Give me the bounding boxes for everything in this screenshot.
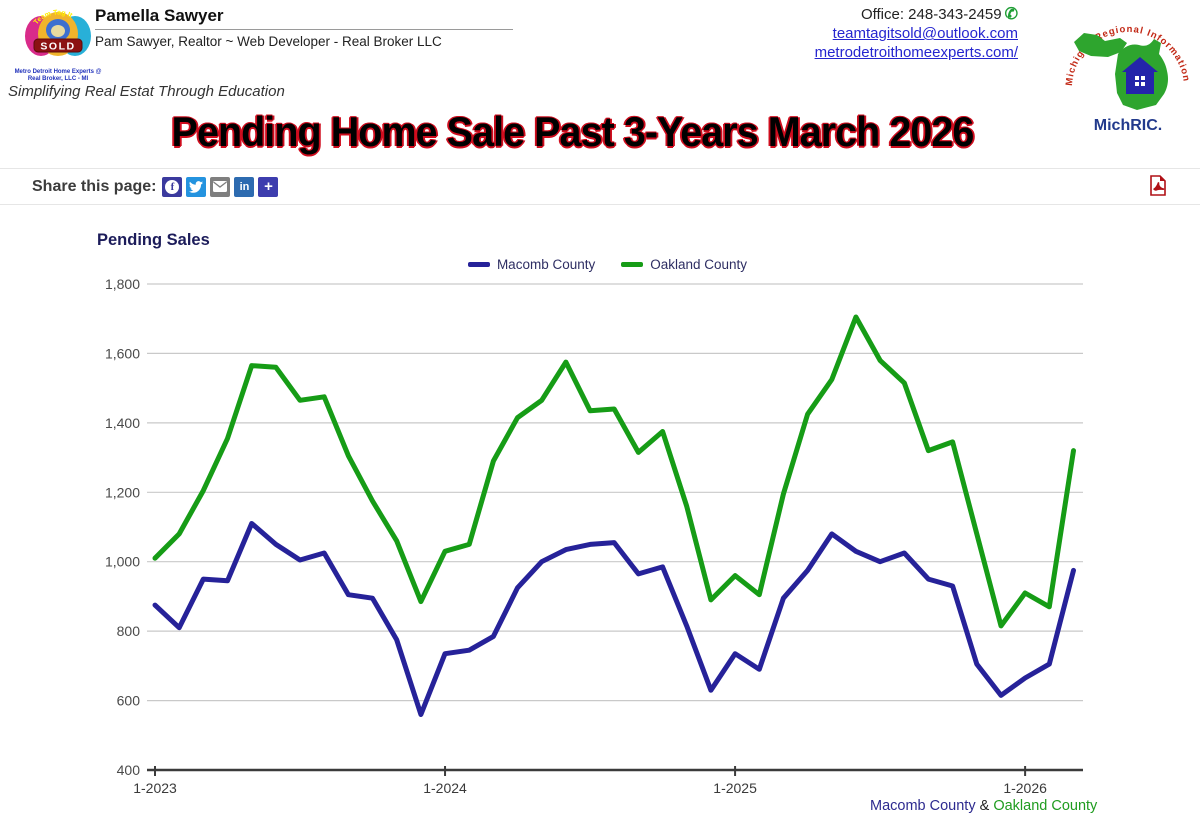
chart-footer-caption: Macomb County & Oakland County <box>870 798 1098 814</box>
team-logo-icon: Team Tag It SOLD <box>25 9 91 56</box>
svg-text:1-2024: 1-2024 <box>423 780 467 796</box>
svg-text:1-2025: 1-2025 <box>713 780 757 796</box>
agent-name: Pamella Sawyer <box>95 6 513 30</box>
svg-text:1,400: 1,400 <box>105 415 140 431</box>
pending-sales-chart: 400 600 800 1,000 1,200 1,400 1,600 1,800 1-2023… <box>105 276 1083 796</box>
share-more-icon[interactable]: + <box>258 176 279 197</box>
share-bar: Share this page: f in + <box>0 168 1200 205</box>
office-phone: Office: 248-343-2459 ✆ <box>860 6 1018 23</box>
chart-legend: Macomb County Oakland County <box>0 257 1200 272</box>
oakland-swatch-icon <box>621 262 644 267</box>
phone-icon: ✆ <box>1004 6 1018 23</box>
svg-text:1-2023: 1-2023 <box>133 780 177 796</box>
linkedin-icon[interactable]: in <box>234 176 255 197</box>
team-logo-caption: Metro Detroit Home Experts @ Real Broker… <box>14 69 102 82</box>
legend-item-macomb: Macomb County <box>467 257 595 272</box>
legend-item-oakland: Oakland County <box>621 257 747 272</box>
macomb-swatch-icon <box>467 262 490 267</box>
email-link[interactable]: teamtagitsold@outlook.com <box>832 25 1018 42</box>
chart-title: Pending Sales <box>97 231 210 249</box>
michric-wordmark: MichRIC. <box>1094 117 1162 134</box>
agent-name-block: Pamella Sawyer Pam Sawyer, Realtor ~ Web… <box>95 6 513 49</box>
svg-text:400: 400 <box>117 762 141 778</box>
pdf-export-icon[interactable] <box>1148 175 1168 197</box>
svg-text:800: 800 <box>117 623 141 639</box>
michric-logo: Michigan Regional Information Center Mic… <box>1052 0 1196 138</box>
website-link[interactable]: metrodetroithomeexperts.com/ <box>814 44 1018 61</box>
tagline: Simplifying Real Estat Through Education <box>8 83 285 100</box>
sold-banner: SOLD <box>40 41 75 53</box>
svg-text:1,600: 1,600 <box>105 345 140 361</box>
svg-text:1,800: 1,800 <box>105 276 140 292</box>
team-logo: Team Tag It SOLD Metro Detroit Home Expe… <box>12 6 104 83</box>
michric-logo-icon: Michigan Regional Information Center Mic… <box>1052 0 1191 134</box>
share-label: Share this page: <box>32 177 157 195</box>
svg-text:600: 600 <box>117 693 141 709</box>
agent-subtitle: Pam Sawyer, Realtor ~ Web Developer - Re… <box>95 34 442 49</box>
email-icon[interactable] <box>210 176 231 197</box>
facebook-icon[interactable]: f <box>162 176 183 197</box>
svg-text:1,200: 1,200 <box>105 484 140 500</box>
contact-block: Office: 248-343-2459 ✆ teamtagitsold@outl… <box>815 5 1018 62</box>
twitter-icon[interactable] <box>186 176 207 197</box>
svg-text:1-2026: 1-2026 <box>1003 780 1047 796</box>
share-icons: f in + <box>162 176 279 197</box>
svg-text:1,000: 1,000 <box>105 554 140 570</box>
page-title: Pending Home Sale Past 3-Years March 202… <box>171 108 975 155</box>
